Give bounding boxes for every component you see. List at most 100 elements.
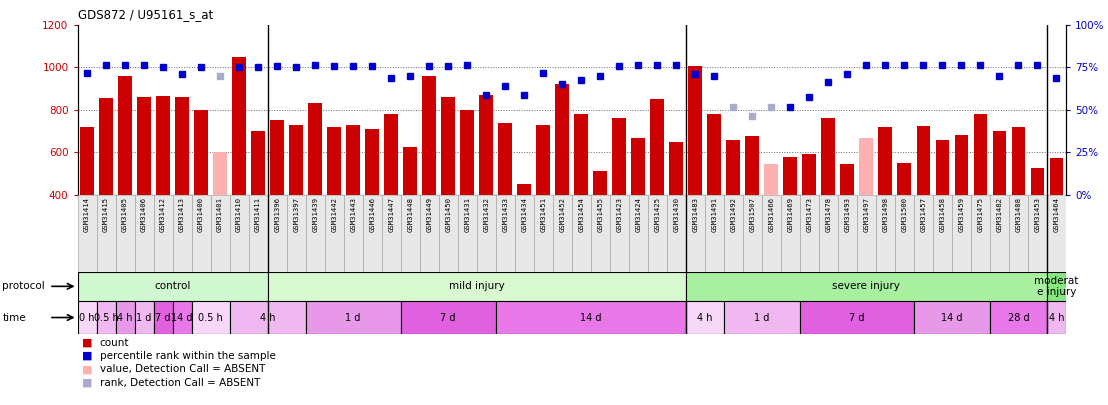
Bar: [96, 301, 115, 334]
Text: GSM31454: GSM31454: [578, 197, 584, 232]
Text: 0 h: 0 h: [80, 313, 95, 322]
Bar: [971, 195, 989, 272]
Bar: [667, 195, 686, 272]
Bar: [268, 272, 686, 301]
Bar: [783, 156, 797, 195]
Text: 7 d: 7 d: [849, 313, 864, 322]
Text: rank, Detection Call = ABSENT: rank, Detection Call = ABSENT: [100, 378, 260, 388]
Text: GSM31413: GSM31413: [179, 197, 185, 232]
Bar: [879, 127, 892, 195]
Bar: [724, 301, 800, 334]
Text: GSM31425: GSM31425: [654, 197, 660, 232]
Text: GSM31491: GSM31491: [711, 197, 717, 232]
Bar: [154, 301, 173, 334]
Text: GSM31478: GSM31478: [825, 197, 831, 232]
Text: protocol: protocol: [2, 281, 45, 291]
Text: 1 d: 1 d: [136, 313, 152, 322]
Bar: [553, 195, 572, 272]
Bar: [536, 125, 550, 195]
Text: 7 d: 7 d: [441, 313, 455, 322]
Bar: [914, 301, 989, 334]
Text: GSM31458: GSM31458: [940, 197, 945, 232]
Text: GSM31497: GSM31497: [863, 197, 870, 232]
Text: 4 h: 4 h: [260, 313, 276, 322]
Text: GSM31400: GSM31400: [198, 197, 204, 232]
Bar: [954, 135, 968, 195]
Text: GSM31451: GSM31451: [541, 197, 546, 232]
Text: ■: ■: [82, 351, 92, 361]
Bar: [1028, 195, 1047, 272]
Text: GSM31412: GSM31412: [160, 197, 166, 232]
Bar: [916, 126, 931, 195]
Bar: [115, 195, 134, 272]
Bar: [989, 195, 1009, 272]
Bar: [819, 195, 838, 272]
Text: GSM31423: GSM31423: [616, 197, 623, 232]
Bar: [724, 195, 742, 272]
Text: count: count: [100, 338, 130, 347]
Text: GSM31464: GSM31464: [1054, 197, 1059, 232]
Bar: [381, 195, 401, 272]
Bar: [952, 195, 971, 272]
Text: GSM31455: GSM31455: [597, 197, 603, 232]
Text: GSM31473: GSM31473: [807, 197, 812, 232]
Bar: [439, 195, 458, 272]
Text: GSM31443: GSM31443: [350, 197, 356, 232]
Text: 14 d: 14 d: [579, 313, 602, 322]
Bar: [115, 301, 134, 334]
Bar: [420, 195, 439, 272]
Bar: [229, 195, 248, 272]
Text: ■: ■: [82, 364, 92, 374]
Bar: [707, 114, 721, 195]
Bar: [727, 139, 740, 195]
Text: GSM31488: GSM31488: [1015, 197, 1022, 232]
Text: GSM31432: GSM31432: [483, 197, 490, 232]
Bar: [895, 195, 914, 272]
Text: 4 h: 4 h: [117, 313, 133, 322]
Text: GSM31482: GSM31482: [996, 197, 1003, 232]
Text: GSM31492: GSM31492: [730, 197, 737, 232]
Text: GSM31397: GSM31397: [294, 197, 299, 232]
Bar: [325, 195, 343, 272]
Text: GSM31414: GSM31414: [84, 197, 90, 232]
Bar: [609, 195, 628, 272]
Text: GSM31415: GSM31415: [103, 197, 109, 232]
Text: GSM31475: GSM31475: [977, 197, 984, 232]
Text: GSM31507: GSM31507: [749, 197, 756, 232]
Bar: [632, 139, 645, 195]
Bar: [366, 129, 379, 195]
Bar: [347, 125, 360, 195]
Bar: [517, 184, 531, 195]
Text: 14 d: 14 d: [941, 313, 963, 322]
Text: GSM31459: GSM31459: [958, 197, 964, 232]
Bar: [78, 272, 268, 301]
Text: GSM31446: GSM31446: [369, 197, 376, 232]
Bar: [78, 195, 96, 272]
Bar: [78, 301, 96, 334]
Bar: [765, 164, 778, 195]
Text: mild injury: mild injury: [449, 281, 504, 291]
Bar: [860, 139, 873, 195]
Bar: [1049, 158, 1064, 195]
Text: GSM31431: GSM31431: [464, 197, 470, 232]
Text: 7 d: 7 d: [155, 313, 171, 322]
Bar: [628, 195, 648, 272]
Bar: [555, 84, 570, 195]
Bar: [989, 301, 1047, 334]
Bar: [480, 95, 493, 195]
Bar: [821, 118, 835, 195]
Bar: [1030, 168, 1044, 195]
Bar: [838, 195, 856, 272]
Bar: [403, 147, 417, 195]
Bar: [742, 195, 762, 272]
Text: GSM31405: GSM31405: [122, 197, 129, 232]
Bar: [192, 195, 211, 272]
Text: 0.5 h: 0.5 h: [94, 313, 119, 322]
Bar: [591, 195, 609, 272]
Bar: [154, 195, 173, 272]
Text: GSM31483: GSM31483: [692, 197, 698, 232]
Text: 14 d: 14 d: [172, 313, 193, 322]
Text: GSM31500: GSM31500: [901, 197, 907, 232]
Bar: [613, 118, 626, 195]
Bar: [572, 195, 591, 272]
